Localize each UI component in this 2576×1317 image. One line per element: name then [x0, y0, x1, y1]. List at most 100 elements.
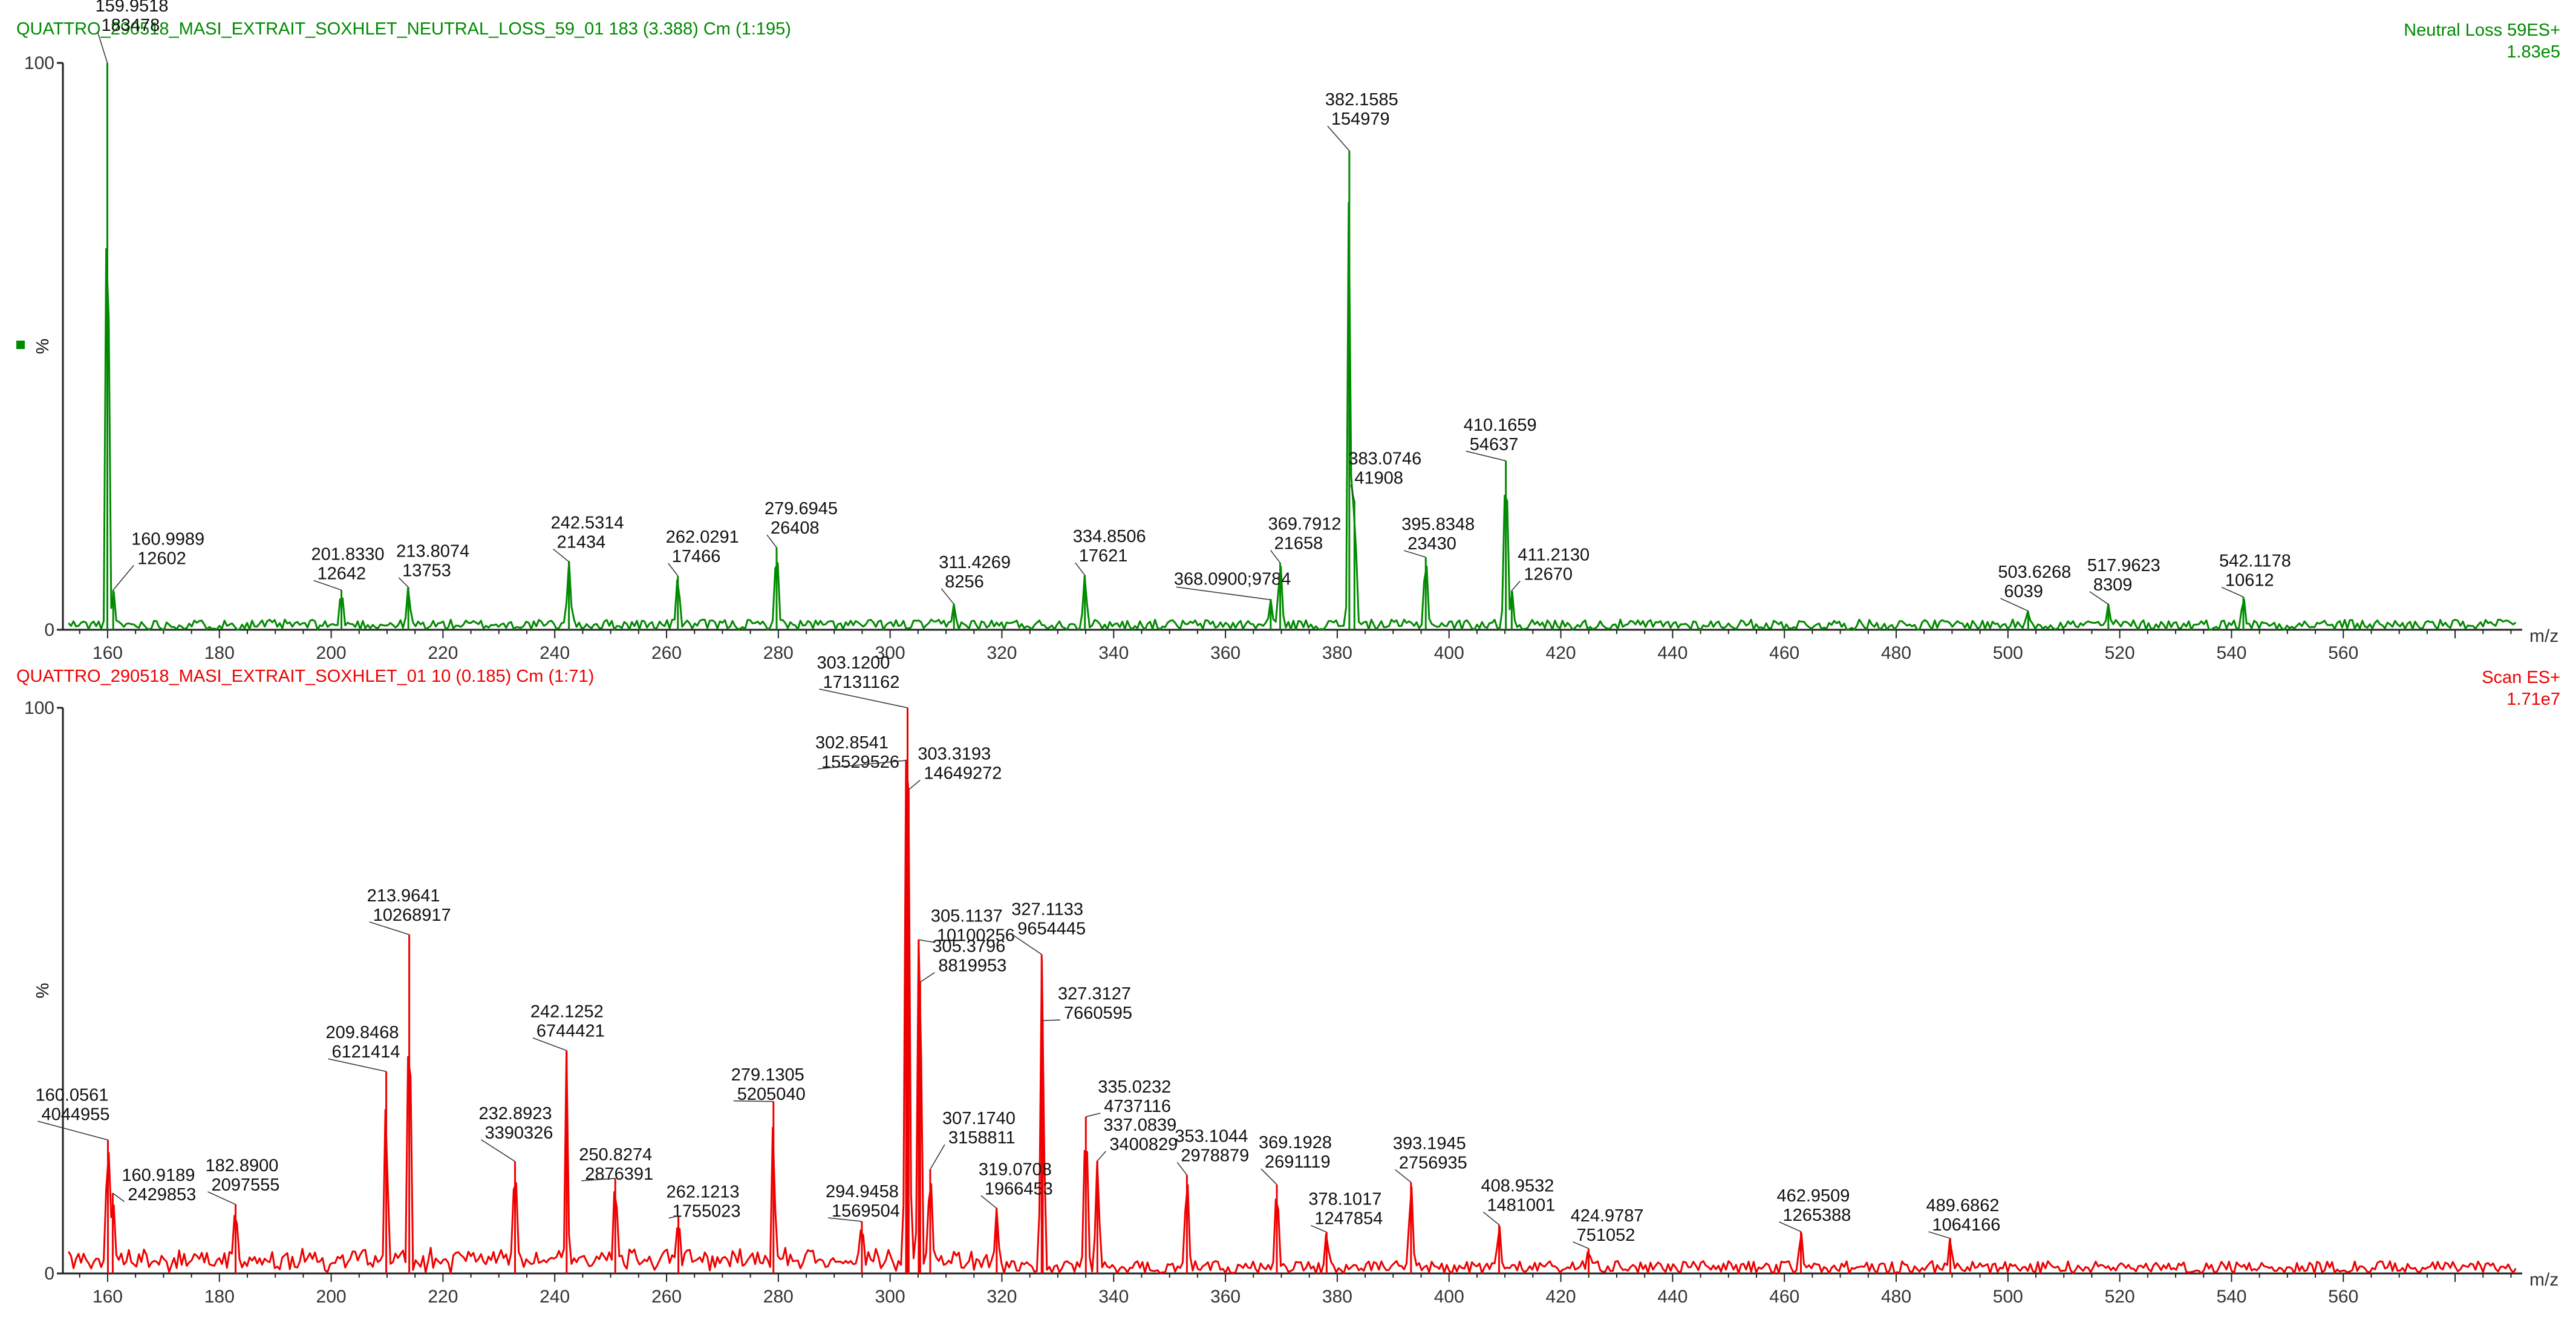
peak-mz-label: 305.3796: [932, 936, 1005, 956]
bottom-spectrum-header-right: Scan ES+ 1.71e7: [2482, 667, 2560, 710]
peak-intensity-label: 1755023: [673, 1202, 741, 1221]
y-tick-label: 100: [24, 53, 54, 73]
peak-mz-label: 503.6268: [1998, 563, 2071, 582]
bottom-scan-type: Scan ES+: [2482, 668, 2560, 687]
x-tick-label: 500: [1993, 643, 2023, 663]
legend-marker: [16, 341, 25, 349]
x-tick-label: 460: [1769, 643, 1799, 663]
bottom-spectrum-title: QUATTRO_290518_MASI_EXTRAIT_SOXHLET_01 1…: [16, 667, 595, 686]
x-tick-label: 300: [875, 1287, 905, 1307]
peak-intensity-label: 3400829: [1109, 1135, 1178, 1154]
x-tick-label: 200: [316, 643, 347, 663]
peak-intensity-label: 8309: [2093, 575, 2133, 595]
peak-leader-line: [328, 1058, 386, 1072]
peak-mz-label: 160.0561: [35, 1085, 108, 1105]
peak-mz-label: 159.9518: [95, 0, 168, 16]
peak-intensity-label: 8819953: [938, 956, 1006, 975]
peak-leader-line: [2000, 598, 2029, 612]
peak-intensity-label: 13753: [402, 561, 451, 581]
peak-mz-label: 279.1305: [731, 1065, 804, 1085]
x-tick-label: 160: [93, 643, 123, 663]
peak-mz-label: 250.8274: [579, 1145, 652, 1165]
peak-intensity-label: 3390326: [485, 1123, 553, 1143]
peak-intensity-label: 1265388: [1782, 1206, 1851, 1225]
peak-leader-line: [1260, 1168, 1277, 1185]
top-intensity: 1.83e5: [2506, 42, 2560, 62]
peak-mz-label: 335.0232: [1098, 1077, 1171, 1097]
peak-mz-label: 262.0291: [666, 528, 739, 547]
x-tick-label: 440: [1657, 1287, 1687, 1307]
x-tick-label: 540: [2216, 643, 2246, 663]
peak-mz-label: 201.8330: [311, 544, 385, 564]
peak-leader-line: [2089, 591, 2109, 605]
peak-leader-line: [37, 1120, 108, 1141]
peak-mz-label: 209.8468: [326, 1023, 399, 1042]
peak-mz-label: 213.9641: [367, 886, 440, 906]
peak-leader-line: [819, 688, 908, 708]
peak-mz-label: 262.1213: [667, 1183, 740, 1202]
peak-leader-line: [766, 534, 777, 548]
peak-leader-line: [1395, 1169, 1412, 1183]
peak-intensity-label: 154979: [1331, 109, 1390, 129]
peak-leader-line: [1404, 550, 1426, 558]
x-tick-label: 180: [204, 1287, 235, 1307]
peak-intensity-label: 10612: [2225, 571, 2274, 590]
peak-intensity-label: 17131162: [823, 673, 899, 692]
x-tick-label: 280: [763, 643, 794, 663]
peak-mz-label: 353.1044: [1175, 1126, 1248, 1146]
peak-intensity-label: 2978879: [1181, 1146, 1249, 1165]
peak-intensity-label: 9654445: [1017, 920, 1086, 939]
peak-leader-line: [919, 972, 935, 983]
peak-intensity-label: 21658: [1274, 534, 1323, 553]
peak-leader-line: [668, 563, 679, 577]
peak-leader-line: [1779, 1221, 1801, 1232]
peak-intensity-label: 8256: [945, 572, 984, 592]
peak-leader-line: [733, 1100, 774, 1102]
x-tick-label: 200: [316, 1287, 347, 1307]
x-tick-label: 220: [428, 643, 458, 663]
x-tick-label: 220: [428, 1287, 458, 1307]
spectrum-trace: [67, 759, 2517, 1275]
top-scan-type: Neutral Loss 59ES+: [2404, 21, 2560, 40]
peak-mz-label: 517.9623: [2087, 556, 2160, 575]
peak-leader-line: [827, 1217, 862, 1222]
peak-leader-line: [97, 31, 108, 64]
peak-intensity-label: 17466: [672, 547, 721, 566]
peak-mz-label: 369.1928: [1259, 1133, 1332, 1152]
peak-mz-label: 160.9189: [122, 1166, 195, 1185]
peak-leader-line: [481, 1139, 515, 1162]
peak-mz-label: 327.3127: [1058, 984, 1131, 1004]
x-tick-label: 460: [1769, 1287, 1799, 1307]
peak-mz-label: 311.4269: [939, 553, 1011, 572]
peak-mz-label: 542.1178: [2219, 552, 2291, 571]
peak-leader-line: [1311, 1225, 1327, 1233]
peak-mz-label: 307.1740: [942, 1109, 1016, 1128]
peak-mz-label: 411.2130: [1518, 545, 1590, 564]
x-tick-label: 420: [1546, 1287, 1576, 1307]
peak-intensity-label: 12670: [1524, 564, 1573, 584]
x-tick-label: 360: [1210, 1287, 1241, 1307]
y-tick-label: 0: [44, 620, 54, 640]
x-tick-label: 320: [986, 1287, 1017, 1307]
peak-mz-label: 182.8900: [205, 1156, 278, 1175]
x-tick-label: 560: [2328, 1287, 2358, 1307]
peak-leader-line: [1270, 549, 1281, 563]
peak-intensity-label: 41908: [1354, 468, 1403, 488]
top-spectrum-title: QUATTRO_290518_MASI_EXTRAIT_SOXHLET_NEUT…: [16, 19, 791, 39]
peak-intensity-label: 17621: [1079, 546, 1128, 566]
peak-intensity-label: 1569504: [832, 1201, 900, 1221]
peak-leader-line: [581, 1178, 616, 1181]
x-tick-label: 240: [540, 1287, 570, 1307]
spectrum-panel-2: 100 0% 160 180 200 220 240 260 280 300 320 340 360 38…: [24, 653, 2558, 1307]
peak-mz-label: 337.0839: [1103, 1116, 1176, 1135]
peak-mz-label: 462.9509: [1776, 1186, 1850, 1206]
peak-intensity-label: 2756935: [1399, 1153, 1467, 1172]
peak-intensity-label: 4044955: [41, 1105, 109, 1124]
peak-intensity-label: 751052: [1577, 1226, 1635, 1245]
peak-intensity-label: 3158811: [948, 1128, 1016, 1148]
peak-mz-label: 378.1017: [1308, 1190, 1381, 1209]
peak-intensity-label: 21434: [557, 533, 606, 552]
peak-leader-line: [1075, 562, 1086, 576]
x-tick-label: 360: [1210, 643, 1241, 663]
